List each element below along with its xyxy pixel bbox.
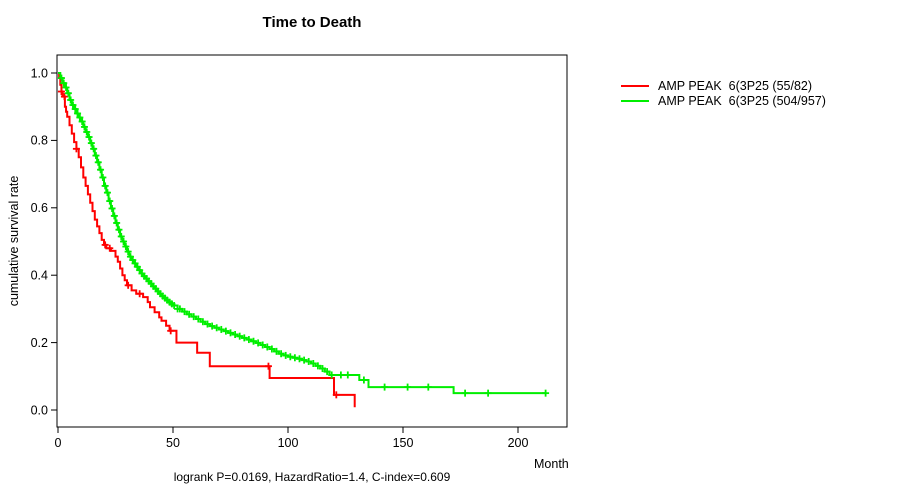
legend-line-sample-green (621, 99, 649, 102)
plot-frame (56, 54, 568, 428)
censor-marks-2 (57, 74, 550, 397)
x-tick-label: 50 (166, 436, 180, 450)
y-tick-label: 0.8 (31, 134, 48, 148)
legend: AMP PEAK 6(3P25 (55/82) AMP PEAK 6(3P25 … (621, 78, 826, 108)
x-axis-ticks: 0 50 100 150 200 (55, 427, 529, 450)
survival-curve-2 (58, 72, 546, 395)
survival-series-2 (57, 72, 550, 397)
legend-item-group1: AMP PEAK 6(3P25 (55/82) (621, 78, 826, 93)
x-tick-label: 200 (508, 436, 529, 450)
legend-label-group1: AMP PEAK 6(3P25 (55/82) (658, 78, 813, 93)
y-tick-label: 0.6 (31, 201, 48, 215)
y-axis-ticks: 0.0 0.2 0.4 0.6 0.8 1.0 (31, 66, 57, 417)
survival-series-1 (57, 72, 356, 408)
y-tick-label: 0.2 (31, 336, 48, 350)
x-axis-title: Month (534, 457, 569, 471)
legend-item-group2: AMP PEAK 6(3P25 (504/957) (621, 93, 826, 108)
chart-title: Time to Death (262, 14, 362, 31)
y-tick-label: 0.4 (31, 269, 48, 283)
legend-label-group2: AMP PEAK 6(3P25 (504/957) (658, 93, 826, 108)
x-tick-label: 100 (278, 436, 299, 450)
y-tick-label: 0.0 (31, 403, 48, 417)
survival-curve-1 (58, 72, 356, 408)
x-tick-label: 150 (393, 436, 414, 450)
legend-line-sample-red (621, 84, 649, 87)
statistics-caption: logrank P=0.0169, HazardRatio=1.4, C-ind… (173, 470, 451, 484)
censor-marks-1 (57, 88, 340, 399)
x-tick-label: 0 (55, 436, 62, 450)
y-tick-label: 1.0 (31, 66, 48, 80)
